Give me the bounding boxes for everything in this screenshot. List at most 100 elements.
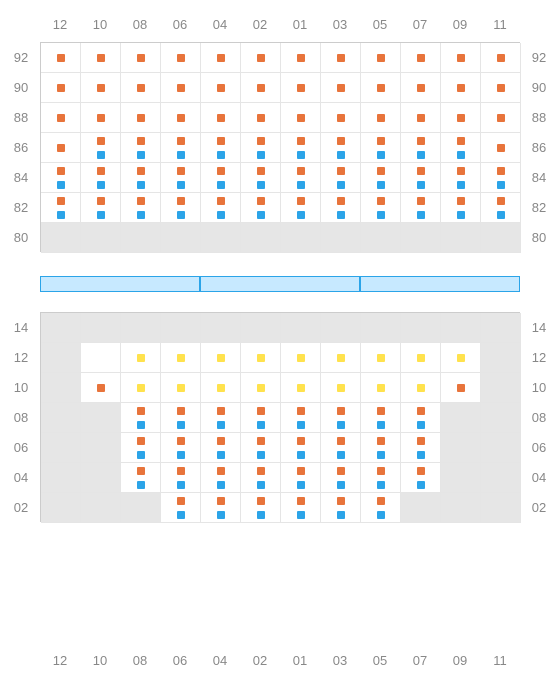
- seat-cell[interactable]: [481, 433, 521, 463]
- seat-cell[interactable]: [41, 373, 81, 403]
- seat-marker[interactable]: [297, 384, 305, 392]
- seat-marker[interactable]: [457, 84, 465, 92]
- seat-marker[interactable]: [337, 211, 345, 219]
- seat-cell[interactable]: [441, 313, 481, 343]
- seat-marker[interactable]: [337, 167, 345, 175]
- seat-marker[interactable]: [297, 181, 305, 189]
- seat-marker[interactable]: [497, 84, 505, 92]
- seat-marker[interactable]: [377, 84, 385, 92]
- seat-marker[interactable]: [497, 211, 505, 219]
- seat-cell[interactable]: [121, 313, 161, 343]
- seat-marker[interactable]: [297, 354, 305, 362]
- seat-marker[interactable]: [297, 167, 305, 175]
- seat-marker[interactable]: [177, 354, 185, 362]
- seat-marker[interactable]: [417, 481, 425, 489]
- seat-marker[interactable]: [377, 511, 385, 519]
- seat-cell[interactable]: [441, 223, 481, 253]
- seat-cell[interactable]: [481, 343, 521, 373]
- seat-marker[interactable]: [457, 197, 465, 205]
- seat-marker[interactable]: [97, 84, 105, 92]
- seat-marker[interactable]: [97, 181, 105, 189]
- seat-cell[interactable]: [481, 223, 521, 253]
- seat-marker[interactable]: [337, 114, 345, 122]
- seat-marker[interactable]: [297, 451, 305, 459]
- seat-marker[interactable]: [297, 437, 305, 445]
- seat-marker[interactable]: [377, 54, 385, 62]
- seat-marker[interactable]: [257, 421, 265, 429]
- seat-marker[interactable]: [377, 437, 385, 445]
- seat-marker[interactable]: [257, 151, 265, 159]
- seat-marker[interactable]: [217, 84, 225, 92]
- seat-marker[interactable]: [217, 211, 225, 219]
- seat-marker[interactable]: [217, 384, 225, 392]
- seat-cell[interactable]: [441, 403, 481, 433]
- seat-marker[interactable]: [337, 137, 345, 145]
- seat-marker[interactable]: [257, 354, 265, 362]
- seat-marker[interactable]: [217, 497, 225, 505]
- seat-marker[interactable]: [137, 84, 145, 92]
- seat-cell[interactable]: [161, 313, 201, 343]
- seat-cell[interactable]: [441, 433, 481, 463]
- seat-marker[interactable]: [217, 407, 225, 415]
- seat-cell[interactable]: [81, 463, 121, 493]
- seat-marker[interactable]: [377, 451, 385, 459]
- seat-marker[interactable]: [417, 451, 425, 459]
- seat-marker[interactable]: [297, 151, 305, 159]
- seat-cell[interactable]: [481, 403, 521, 433]
- seat-marker[interactable]: [337, 407, 345, 415]
- seat-marker[interactable]: [57, 84, 65, 92]
- seat-marker[interactable]: [57, 197, 65, 205]
- seat-marker[interactable]: [417, 54, 425, 62]
- seat-marker[interactable]: [377, 137, 385, 145]
- seat-cell[interactable]: [481, 373, 521, 403]
- seat-marker[interactable]: [337, 54, 345, 62]
- seat-marker[interactable]: [457, 54, 465, 62]
- seat-marker[interactable]: [177, 211, 185, 219]
- seat-marker[interactable]: [177, 437, 185, 445]
- seat-marker[interactable]: [297, 211, 305, 219]
- seat-marker[interactable]: [57, 54, 65, 62]
- seat-marker[interactable]: [297, 511, 305, 519]
- seat-cell[interactable]: [81, 313, 121, 343]
- seat-marker[interactable]: [337, 497, 345, 505]
- seat-marker[interactable]: [97, 151, 105, 159]
- seat-marker[interactable]: [177, 384, 185, 392]
- seat-marker[interactable]: [97, 197, 105, 205]
- seat-marker[interactable]: [177, 137, 185, 145]
- seat-marker[interactable]: [417, 421, 425, 429]
- seat-marker[interactable]: [217, 451, 225, 459]
- seat-marker[interactable]: [217, 467, 225, 475]
- seat-marker[interactable]: [217, 421, 225, 429]
- seat-marker[interactable]: [217, 54, 225, 62]
- seat-marker[interactable]: [257, 54, 265, 62]
- seat-marker[interactable]: [377, 354, 385, 362]
- seat-marker[interactable]: [337, 354, 345, 362]
- seat-cell[interactable]: [361, 313, 401, 343]
- seat-marker[interactable]: [257, 451, 265, 459]
- seat-cell[interactable]: [41, 493, 81, 523]
- seat-marker[interactable]: [417, 467, 425, 475]
- seat-marker[interactable]: [257, 137, 265, 145]
- seat-cell[interactable]: [121, 223, 161, 253]
- seat-marker[interactable]: [217, 197, 225, 205]
- seat-marker[interactable]: [457, 181, 465, 189]
- seat-marker[interactable]: [377, 151, 385, 159]
- seat-marker[interactable]: [97, 211, 105, 219]
- seat-marker[interactable]: [417, 137, 425, 145]
- seat-marker[interactable]: [337, 151, 345, 159]
- seat-marker[interactable]: [257, 497, 265, 505]
- seat-marker[interactable]: [97, 167, 105, 175]
- seat-marker[interactable]: [137, 114, 145, 122]
- seat-cell[interactable]: [481, 493, 521, 523]
- seat-marker[interactable]: [97, 54, 105, 62]
- seat-marker[interactable]: [417, 114, 425, 122]
- seat-marker[interactable]: [217, 437, 225, 445]
- seat-cell[interactable]: [401, 313, 441, 343]
- seat-marker[interactable]: [137, 437, 145, 445]
- seat-marker[interactable]: [417, 407, 425, 415]
- seat-marker[interactable]: [177, 84, 185, 92]
- seat-marker[interactable]: [257, 407, 265, 415]
- seat-marker[interactable]: [177, 481, 185, 489]
- seat-marker[interactable]: [417, 151, 425, 159]
- seat-cell[interactable]: [201, 313, 241, 343]
